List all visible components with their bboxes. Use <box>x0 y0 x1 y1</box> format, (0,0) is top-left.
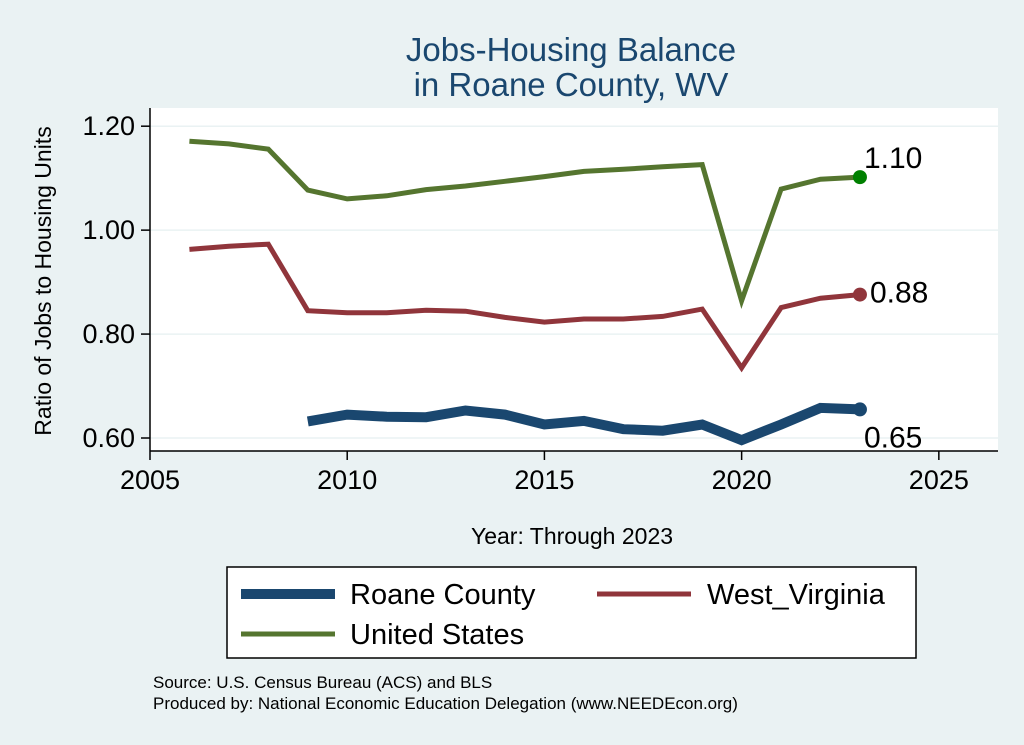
end-label-west-virginia: 0.88 <box>870 277 928 310</box>
x-tick-label: 2015 <box>514 465 574 495</box>
series-layer: 0.65 0.88 1.10 <box>189 138 928 454</box>
y-axis-title: Ratio of Jobs to Housing Units <box>30 126 56 435</box>
y-tick-label: 1.20 <box>82 111 135 141</box>
x-tick-label: 2005 <box>120 465 180 495</box>
legend-label-united-states: United States <box>350 619 524 651</box>
grid-lines <box>150 125 998 439</box>
y-axis-ticks: 0.60 0.80 1.00 1.20 <box>82 111 150 453</box>
end-point-west-virginia <box>852 287 867 302</box>
x-tick-label: 2020 <box>712 465 772 495</box>
series-line-roane-county <box>306 402 861 446</box>
end-point-united-states <box>852 170 867 185</box>
y-tick-label: 1.00 <box>82 215 135 245</box>
legend-label-roane-county: Roane County <box>350 579 536 611</box>
x-tick-label: 2025 <box>909 465 969 495</box>
series-line-west-virginia <box>189 241 861 373</box>
series-line-united-states <box>189 138 861 309</box>
y-tick-label: 0.80 <box>82 319 135 349</box>
end-label-roane-county: 0.65 <box>864 421 922 454</box>
legend-box <box>226 566 917 659</box>
chart-title-line-2: in Roane County, WV <box>414 66 729 103</box>
produced-by-note: Produced by: National Economic Education… <box>153 694 738 713</box>
legend-label-west-virginia: West_Virginia <box>707 579 886 611</box>
end-label-united-states: 1.10 <box>864 142 922 175</box>
source-note: Source: U.S. Census Bureau (ACS) and BLS <box>153 673 492 692</box>
chart-title-line-1: Jobs-Housing Balance <box>406 31 736 68</box>
x-axis-title: Year: Through 2023 <box>471 523 673 549</box>
y-tick-label: 0.60 <box>82 423 135 453</box>
x-tick-label: 2010 <box>317 465 377 495</box>
x-axis-ticks: 2005 2010 2015 2020 2025 <box>120 451 969 495</box>
legend: Roane County West_Virginia United States <box>226 566 917 659</box>
end-point-roane-county <box>852 402 867 417</box>
